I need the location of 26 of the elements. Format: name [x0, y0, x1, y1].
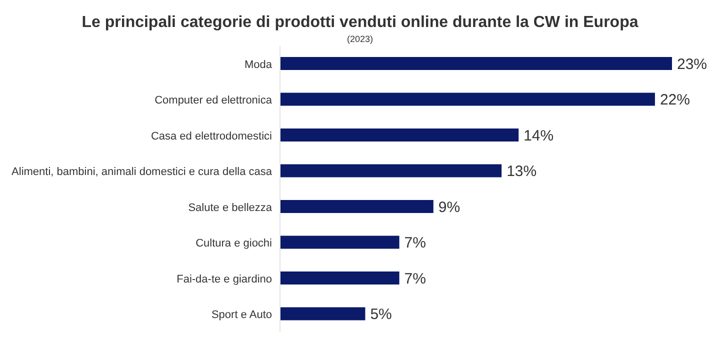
- bar: [280, 236, 400, 249]
- bar: [280, 57, 672, 70]
- y-tick-label: Sport e Auto: [211, 309, 272, 322]
- y-tick-label: Cultura e giochi: [196, 238, 272, 250]
- data-label: 13%: [506, 163, 537, 180]
- data-label: 22%: [660, 92, 690, 109]
- data-label: 7%: [404, 270, 426, 288]
- data-label: 7%: [404, 234, 426, 252]
- bar: [280, 128, 519, 142]
- bar: [280, 200, 434, 213]
- bar: [280, 272, 400, 284]
- data-label: 23%: [677, 56, 708, 73]
- chart-subtitle: (2023): [346, 34, 374, 44]
- y-tick-label: Computer ed elettronica: [154, 94, 273, 107]
- y-tick-label: Casa ed elettrodomestici: [150, 130, 272, 142]
- y-tick-label: Fai-da-te e giardino: [176, 273, 272, 286]
- data-label: 14%: [524, 127, 554, 144]
- bar: [280, 307, 366, 320]
- y-tick-label: Salute e bellezza: [188, 202, 273, 214]
- y-tick-label: Moda: [244, 58, 273, 71]
- y-tick-label: Alimenti, bambini, animali domestici e cura della casa: [12, 166, 273, 178]
- bar: [280, 164, 502, 178]
- data-label: 9%: [438, 198, 460, 216]
- data-label: 5%: [370, 306, 392, 324]
- chart-title: Le principali categorie di prodotti venduti online durante la CW in Europa: [80, 14, 640, 32]
- bar: [280, 92, 655, 106]
